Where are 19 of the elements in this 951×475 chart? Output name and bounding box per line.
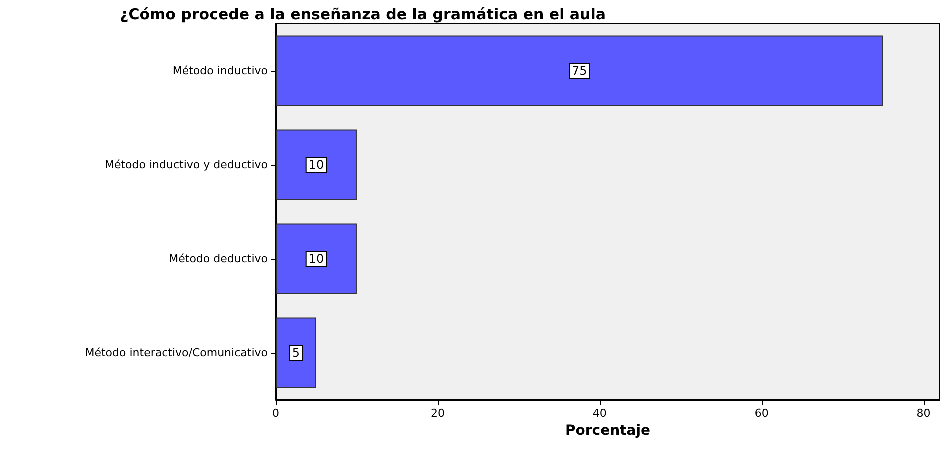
- data-label: 75: [572, 64, 588, 78]
- bar: [276, 36, 884, 106]
- x-tick-label: 20: [430, 407, 445, 420]
- y-tick-label: Método interactivo/Comunicativo: [85, 346, 268, 360]
- bar: [276, 224, 357, 294]
- data-label: 10: [308, 158, 324, 172]
- x-axis-title: Porcentaje: [566, 422, 650, 439]
- data-label: 10: [308, 252, 324, 266]
- x-tick-label: 40: [592, 407, 607, 420]
- chart-title: ¿Cómo procede a la enseñanza de la gramática en el aula: [120, 6, 606, 24]
- y-tick-label: Método inductivo y deductivo: [104, 158, 268, 172]
- y-tick-label: Método deductivo: [169, 252, 268, 266]
- x-tick-label: 80: [916, 407, 931, 420]
- bar: [276, 318, 316, 388]
- data-label: 5: [292, 346, 300, 360]
- x-tick-label: 0: [272, 407, 280, 420]
- bar: [276, 130, 357, 200]
- y-tick-label: Método inductivo: [172, 64, 268, 78]
- x-tick-label: 60: [754, 407, 769, 420]
